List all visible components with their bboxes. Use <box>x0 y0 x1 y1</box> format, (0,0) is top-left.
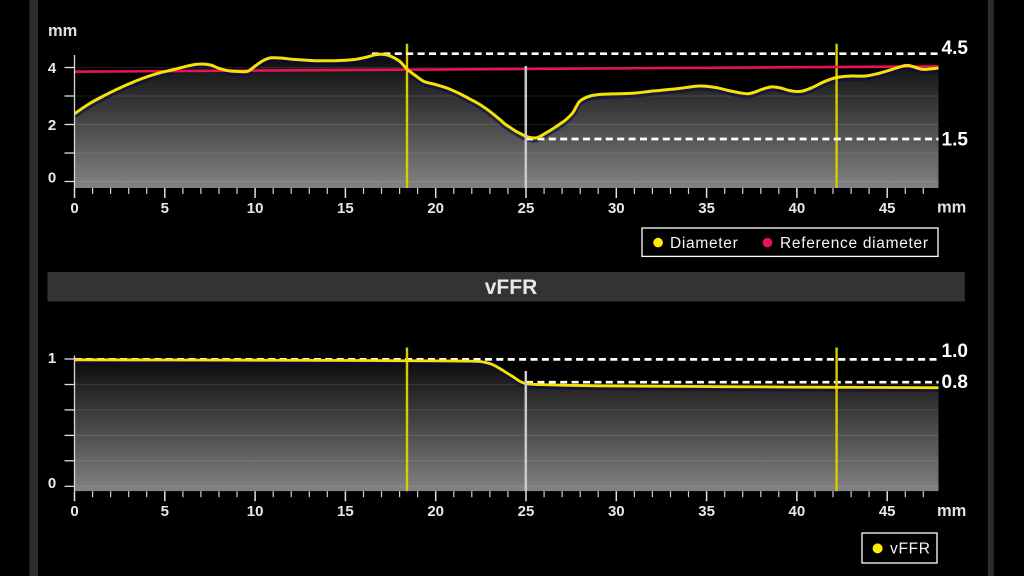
svg-text:4: 4 <box>48 60 57 77</box>
svg-text:1.5: 1.5 <box>942 130 969 151</box>
svg-text:Diameter: Diameter <box>670 235 738 252</box>
svg-text:0: 0 <box>48 170 56 187</box>
svg-text:5: 5 <box>161 503 169 520</box>
svg-text:0: 0 <box>70 200 78 217</box>
svg-text:4.5: 4.5 <box>942 38 969 59</box>
svg-text:mm: mm <box>48 22 77 40</box>
svg-text:30: 30 <box>608 200 625 217</box>
svg-text:20: 20 <box>427 200 444 217</box>
svg-text:20: 20 <box>427 503 444 520</box>
svg-text:15: 15 <box>337 200 354 217</box>
svg-text:2: 2 <box>48 117 56 134</box>
svg-text:10: 10 <box>247 200 264 217</box>
svg-text:40: 40 <box>789 503 806 520</box>
svg-text:0: 0 <box>48 475 56 492</box>
svg-text:mm: mm <box>937 199 966 217</box>
svg-text:30: 30 <box>608 503 625 520</box>
svg-text:25: 25 <box>518 200 535 217</box>
svg-text:vFFR: vFFR <box>485 276 538 299</box>
svg-text:vFFR: vFFR <box>890 541 931 558</box>
svg-text:10: 10 <box>247 503 264 520</box>
svg-text:45: 45 <box>879 200 896 217</box>
svg-text:5: 5 <box>161 200 169 217</box>
svg-text:1.0: 1.0 <box>942 341 968 362</box>
svg-text:0: 0 <box>70 503 78 520</box>
svg-text:35: 35 <box>698 503 715 520</box>
svg-text:45: 45 <box>879 503 896 520</box>
svg-text:15: 15 <box>337 503 354 520</box>
svg-text:1: 1 <box>48 350 56 367</box>
svg-text:25: 25 <box>518 503 535 520</box>
svg-text:40: 40 <box>789 200 806 217</box>
svg-text:mm: mm <box>937 502 966 520</box>
svg-text:0.8: 0.8 <box>942 372 968 393</box>
svg-text:Reference diameter: Reference diameter <box>780 235 929 252</box>
svg-text:35: 35 <box>698 200 715 217</box>
